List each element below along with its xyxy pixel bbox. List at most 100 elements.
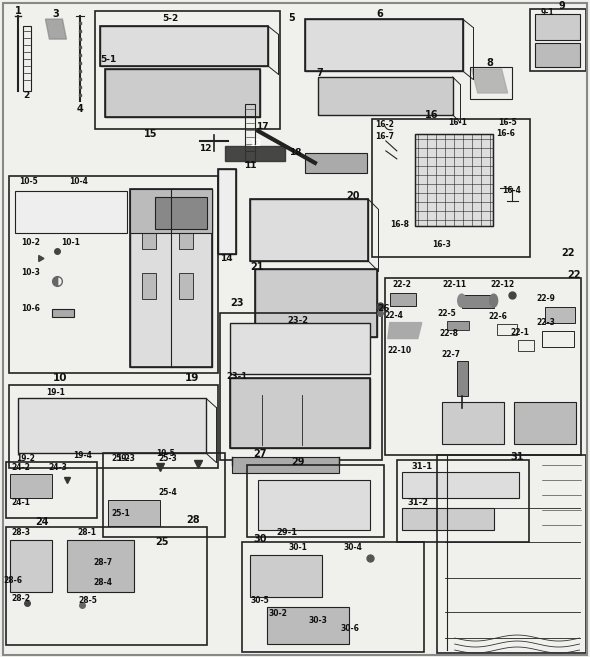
Bar [402, 509, 494, 530]
Text: 16-3: 16-3 [432, 240, 451, 249]
Text: 30-6: 30-6 [340, 623, 359, 633]
Bar [230, 323, 370, 374]
Text: 28-7: 28-7 [94, 558, 113, 567]
Text: 20: 20 [346, 191, 360, 201]
Bar [130, 189, 212, 367]
Text: 25-2: 25-2 [111, 454, 130, 463]
Text: 2: 2 [24, 91, 30, 101]
Text: 22-1: 22-1 [510, 328, 529, 337]
Polygon shape [471, 69, 507, 93]
Text: 12: 12 [199, 145, 211, 153]
Text: 16: 16 [425, 110, 438, 120]
Text: 28-4: 28-4 [94, 578, 113, 587]
Text: 28: 28 [186, 515, 200, 525]
Text: 10-4: 10-4 [69, 177, 88, 187]
Bar [470, 67, 512, 99]
Bar [230, 378, 370, 448]
Bar [542, 330, 573, 346]
Bar [447, 321, 468, 330]
Bar [230, 378, 370, 448]
Text: 19: 19 [185, 373, 199, 384]
Bar [517, 340, 533, 351]
Bar [305, 153, 367, 173]
Bar [15, 191, 127, 233]
Bar [103, 453, 225, 537]
Text: 16-6: 16-6 [496, 129, 515, 139]
Ellipse shape [458, 294, 466, 307]
Text: 25-4: 25-4 [159, 487, 178, 497]
Text: 23-1: 23-1 [227, 372, 248, 381]
Bar [255, 269, 377, 336]
Text: 1: 1 [15, 6, 22, 16]
Text: 21: 21 [250, 261, 264, 272]
Text: 3: 3 [52, 9, 59, 19]
Text: 22-8: 22-8 [439, 329, 458, 338]
Text: 28-2: 28-2 [11, 594, 30, 602]
Text: 10-2: 10-2 [21, 238, 40, 247]
Text: 11: 11 [244, 162, 256, 170]
Text: 16-7: 16-7 [375, 133, 394, 141]
Text: 19-5: 19-5 [156, 449, 175, 458]
Text: 22-6: 22-6 [488, 312, 507, 321]
Bar [318, 77, 453, 115]
Text: 22-2: 22-2 [392, 280, 411, 289]
Text: 16-8: 16-8 [391, 220, 409, 229]
Bar [535, 14, 581, 40]
Text: 8: 8 [486, 58, 493, 68]
Bar [8, 176, 218, 373]
Text: 23: 23 [230, 298, 244, 307]
Polygon shape [388, 323, 422, 338]
Bar [535, 43, 581, 67]
Bar [232, 457, 339, 473]
Text: 22-5: 22-5 [437, 309, 456, 318]
Text: 23-2: 23-2 [287, 316, 309, 325]
Bar [545, 307, 575, 323]
Bar [247, 465, 384, 537]
Text: 13: 13 [249, 139, 261, 148]
Text: 16-5: 16-5 [498, 118, 517, 127]
Bar [442, 403, 504, 444]
Text: 28-1: 28-1 [78, 528, 97, 537]
Text: 5-1: 5-1 [100, 55, 116, 64]
Text: 22: 22 [567, 269, 580, 280]
Bar [106, 69, 260, 117]
Bar [179, 273, 193, 299]
Text: 19-1: 19-1 [46, 388, 65, 397]
Bar [258, 480, 370, 530]
Text: 16-4: 16-4 [502, 187, 521, 195]
Text: 18: 18 [289, 148, 301, 158]
Bar [255, 269, 377, 336]
Text: 25-3: 25-3 [159, 454, 178, 463]
Bar [372, 119, 530, 257]
Text: 9: 9 [558, 1, 565, 11]
Text: 22-4: 22-4 [385, 311, 403, 320]
Text: 25-1: 25-1 [111, 509, 130, 518]
Bar [305, 19, 463, 71]
Text: 31-1: 31-1 [411, 462, 432, 471]
Bar [267, 607, 349, 644]
Bar [100, 26, 268, 66]
Text: 30-4: 30-4 [343, 543, 362, 552]
Text: 24-2: 24-2 [11, 463, 30, 472]
Text: 6: 6 [376, 9, 384, 19]
Text: 30-1: 30-1 [289, 543, 307, 552]
Bar [96, 11, 280, 129]
Text: 9-1: 9-1 [541, 8, 555, 16]
Bar [218, 169, 236, 254]
Text: 17: 17 [255, 122, 268, 131]
Text: 22-10: 22-10 [388, 346, 412, 355]
Bar [462, 294, 494, 307]
Text: 19-2: 19-2 [16, 454, 35, 463]
Bar [24, 26, 31, 91]
Bar [100, 26, 268, 66]
Bar [415, 134, 493, 226]
Text: 24-1: 24-1 [11, 498, 30, 507]
Bar [514, 403, 575, 444]
Bar [242, 542, 424, 652]
Text: 30-3: 30-3 [309, 616, 327, 625]
Text: 22-11: 22-11 [442, 280, 467, 289]
Text: 31: 31 [511, 453, 525, 463]
Bar [250, 199, 368, 261]
Bar [390, 292, 416, 306]
Bar [18, 398, 206, 453]
